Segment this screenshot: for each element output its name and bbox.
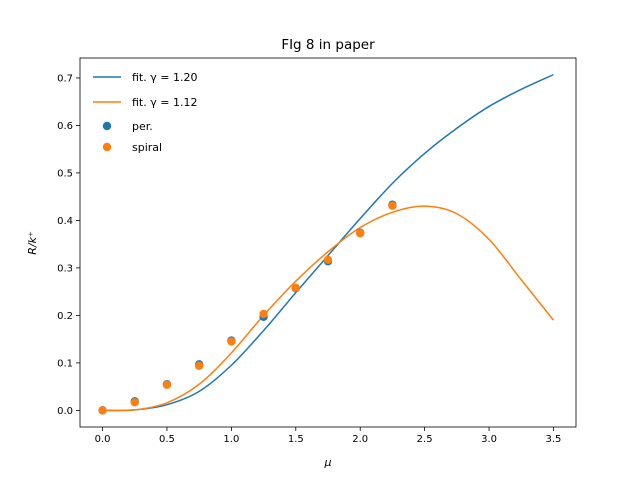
point-spiral <box>227 337 236 346</box>
point-spiral <box>162 380 172 389</box>
legend-marker-per <box>102 121 112 131</box>
point-spiral <box>259 309 268 319</box>
legend-label-per: per. <box>132 120 153 133</box>
y-tick-label: 0.5 <box>57 168 73 179</box>
point-spiral <box>98 406 107 415</box>
y-tick-label: 0.3 <box>57 263 73 274</box>
line-fit-1-12 <box>102 205 555 412</box>
legend: fit. γ = 1.20 fit. γ = 1.12 per. spiral <box>93 71 197 154</box>
point-spiral <box>323 255 333 265</box>
legend-label-spiral: spiral <box>132 141 162 154</box>
point-spiral <box>194 361 204 370</box>
y-tick-label: 0.7 <box>57 73 73 84</box>
y-tick-label: 0.2 <box>57 311 73 322</box>
x-tick-label: 2.5 <box>417 434 433 445</box>
x-tick-label: 3.5 <box>546 434 562 445</box>
x-tick-label: 0.5 <box>159 434 175 445</box>
plot-area <box>80 58 576 427</box>
chart-title: FIg 8 in paper <box>281 37 375 53</box>
plot-frame <box>79 57 577 428</box>
x-axis: 0.0 0.5 1.0 1.5 2.0 2.5 3.0 3.5 <box>95 427 562 445</box>
point-spiral <box>388 201 397 210</box>
point-spiral <box>291 283 300 293</box>
x-tick-label: 1.5 <box>288 434 304 445</box>
legend-label-fit-1-12: fit. γ = 1.12 <box>132 96 197 109</box>
data-marks <box>98 73 555 415</box>
y-tick-label: 0.1 <box>57 358 73 369</box>
y-tick-label: 0.0 <box>57 406 73 417</box>
x-tick-label: 3.0 <box>481 434 497 445</box>
y-tick-label: 0.6 <box>57 121 73 132</box>
legend-marker-spiral <box>102 142 112 152</box>
legend-label-fit-1-20: fit. γ = 1.20 <box>132 71 197 84</box>
x-tick-label: 0.0 <box>95 434 111 445</box>
y-axis: 0.0 0.1 0.2 0.3 0.4 0.5 0.6 0.7 <box>57 73 80 417</box>
x-tick-label: 2.0 <box>352 434 368 445</box>
y-tick-label: 0.4 <box>57 216 73 227</box>
point-spiral <box>130 398 139 407</box>
y-axis-label: R/k⁺ <box>26 231 39 255</box>
line-fit-1-20 <box>102 73 554 412</box>
x-axis-label: μ <box>324 456 332 469</box>
x-tick-label: 1.0 <box>223 434 239 445</box>
point-spiral <box>356 229 365 238</box>
